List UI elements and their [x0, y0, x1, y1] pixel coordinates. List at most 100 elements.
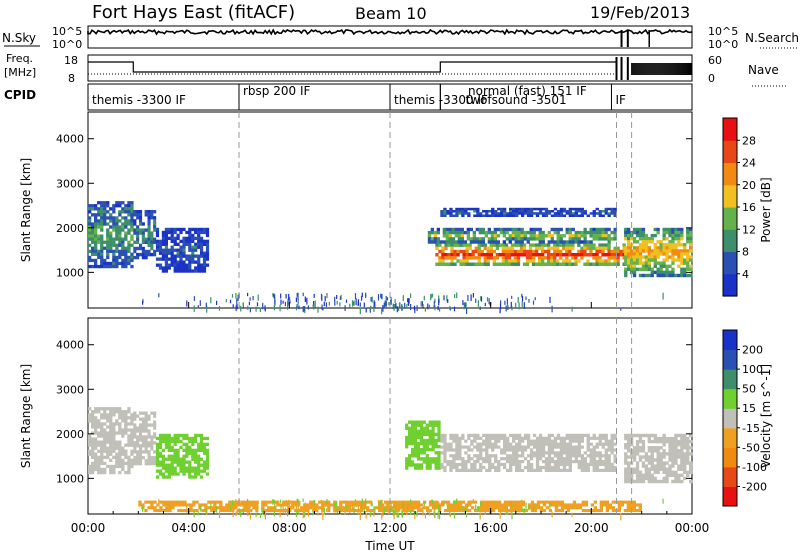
data-cell	[550, 237, 554, 241]
data-cell	[624, 446, 628, 450]
data-cell	[486, 249, 490, 254]
data-cell	[638, 273, 643, 278]
data-cell	[179, 460, 183, 464]
data-cell	[477, 246, 481, 251]
data-cell	[191, 439, 195, 444]
data-cell	[205, 448, 210, 452]
data-cell	[589, 249, 593, 254]
data-cell	[458, 454, 462, 458]
data-cell	[155, 451, 160, 455]
data-cell	[494, 506, 499, 510]
data-cell	[124, 428, 128, 432]
data-cell	[414, 503, 418, 507]
speckle	[551, 305, 553, 313]
data-cell	[351, 503, 355, 507]
data-cell	[155, 457, 160, 461]
y-tick-label: 1000	[56, 266, 84, 279]
data-cell	[479, 451, 483, 455]
data-cell	[185, 242, 189, 246]
data-cell	[174, 500, 178, 504]
data-cell	[677, 467, 681, 471]
data-cell	[583, 451, 587, 455]
y-tick-label: 2000	[56, 428, 84, 441]
data-cell	[185, 448, 189, 452]
speckle	[373, 300, 375, 305]
data-cell	[538, 451, 543, 455]
data-cell	[115, 243, 119, 247]
data-cell	[488, 436, 492, 440]
data-cell	[121, 458, 125, 462]
speckle	[427, 509, 429, 514]
data-cell	[571, 253, 575, 257]
data-cell	[121, 225, 125, 229]
data-cell	[680, 261, 684, 265]
data-cell	[480, 253, 484, 257]
data-cell	[147, 237, 151, 241]
data-cell	[491, 212, 495, 215]
data-cell	[103, 455, 107, 459]
data-cell	[494, 445, 498, 449]
data-cell	[127, 228, 131, 232]
data-cell	[91, 425, 95, 429]
data-cell	[182, 251, 186, 255]
data-cell	[598, 442, 602, 446]
data-cell	[416, 432, 420, 437]
data-cell	[179, 239, 183, 243]
data-cell	[276, 503, 280, 507]
data-cell	[121, 428, 125, 432]
data-cell	[118, 240, 122, 244]
speckle	[365, 498, 367, 506]
data-cell	[106, 446, 110, 450]
speckle	[303, 306, 305, 312]
speckle	[302, 292, 304, 297]
data-cell	[91, 237, 95, 241]
data-cell	[520, 240, 524, 244]
data-cell	[369, 509, 373, 513]
data-cell	[121, 216, 125, 220]
data-cell	[121, 237, 125, 241]
speckle	[359, 302, 361, 307]
data-cell	[583, 468, 587, 472]
data-cell	[523, 230, 527, 235]
data-cell	[532, 230, 536, 235]
data-cell	[234, 503, 238, 507]
data-cell	[592, 237, 596, 241]
speckle	[392, 303, 394, 310]
data-cell	[508, 234, 512, 238]
data-cell	[476, 457, 480, 461]
data-cell	[112, 243, 116, 247]
data-cell	[551, 500, 556, 504]
data-cell	[194, 236, 198, 240]
data-cell	[422, 438, 426, 443]
data-cell	[188, 233, 192, 238]
speckle	[505, 305, 507, 312]
data-cell	[541, 214, 546, 217]
speckle	[488, 504, 490, 511]
data-cell	[683, 258, 687, 262]
data-cell	[106, 246, 110, 250]
data-cell	[650, 267, 654, 271]
data-cell	[526, 237, 530, 241]
data-cell	[130, 216, 134, 220]
data-cell	[520, 234, 524, 238]
data-cell	[480, 249, 484, 254]
data-cell	[182, 436, 186, 441]
data-cell	[562, 462, 567, 467]
data-cell	[479, 465, 483, 470]
data-cell	[542, 503, 547, 507]
data-cell	[479, 454, 483, 458]
data-cell	[488, 433, 492, 437]
data-cell	[112, 422, 116, 426]
data-cell	[547, 439, 552, 443]
data-cell	[486, 256, 490, 260]
data-cell	[100, 443, 104, 447]
data-cell	[473, 207, 477, 211]
data-cell	[617, 500, 621, 504]
speckle	[272, 499, 274, 505]
data-cell	[653, 227, 657, 232]
data-cell	[541, 465, 546, 470]
data-cell	[650, 446, 654, 450]
data-cell	[139, 216, 143, 220]
data-cell	[443, 451, 447, 455]
data-cell	[624, 461, 628, 465]
